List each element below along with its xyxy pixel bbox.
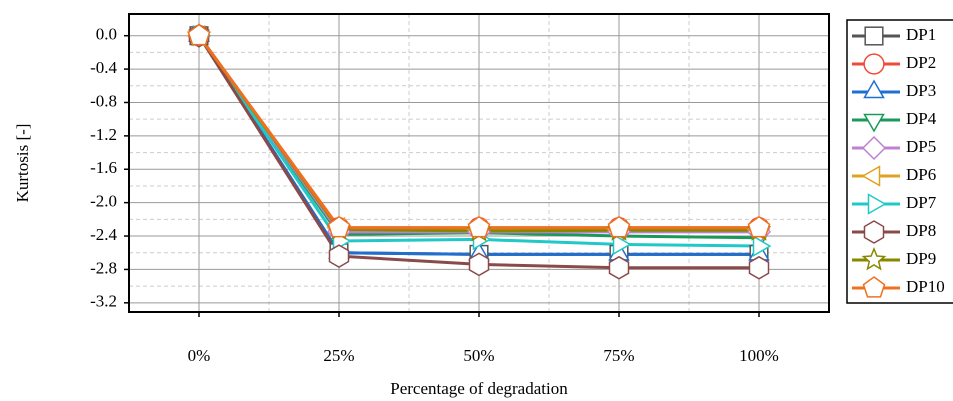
data-point — [608, 255, 630, 280]
data-point — [748, 255, 770, 280]
x-axis-label: Percentage of degradation — [390, 379, 568, 398]
data-point — [187, 23, 211, 46]
y-tick-label: -2.0 — [90, 192, 117, 211]
data-point — [327, 215, 351, 238]
legend-marker — [862, 276, 886, 298]
legend-label: DP6 — [906, 165, 936, 184]
legend-label: DP2 — [906, 53, 936, 72]
legend-marker — [864, 26, 884, 46]
legend-marker — [863, 113, 885, 133]
y-tick-label: -1.6 — [90, 158, 117, 177]
data-point — [612, 233, 632, 256]
y-tick-label: -2.4 — [90, 225, 117, 244]
data-point — [747, 215, 771, 238]
x-tick-label: 75% — [603, 346, 634, 365]
legend-marker — [863, 53, 885, 75]
y-tick-label: 0.0 — [96, 25, 117, 44]
y-tick-label: -1.2 — [90, 125, 117, 144]
legend-marker — [863, 79, 885, 99]
legend-marker — [863, 220, 885, 244]
x-tick-label: 0% — [188, 346, 211, 365]
legend-label: DP4 — [906, 109, 937, 128]
y-tick-label: -3.2 — [90, 292, 117, 311]
data-point — [607, 215, 631, 238]
legend-label: DP9 — [906, 249, 936, 268]
data-point — [752, 235, 772, 257]
x-tick-label: 50% — [463, 346, 494, 365]
x-tick-label: 25% — [323, 346, 354, 365]
y-axis-label: Kurtosis [-] — [13, 124, 32, 203]
legend-label: DP5 — [906, 137, 936, 156]
data-point — [328, 244, 350, 268]
legend-label: DP10 — [906, 277, 945, 296]
legend-marker — [861, 135, 887, 161]
legend-marker — [867, 193, 887, 215]
plot-frame — [128, 13, 830, 313]
legend-label: DP3 — [906, 81, 936, 100]
x-tick-label: 100% — [739, 346, 779, 365]
legend-marker — [861, 165, 881, 187]
legend-marker — [861, 247, 887, 271]
data-point — [468, 252, 490, 277]
legend-label: DP7 — [906, 193, 937, 212]
y-tick-label: -0.8 — [90, 91, 117, 110]
y-tick-label: -2.8 — [90, 258, 117, 277]
legend-label: DP1 — [906, 25, 936, 44]
y-tick-label: -0.4 — [90, 58, 117, 77]
data-point — [467, 215, 491, 238]
legend-label: DP8 — [906, 221, 936, 240]
